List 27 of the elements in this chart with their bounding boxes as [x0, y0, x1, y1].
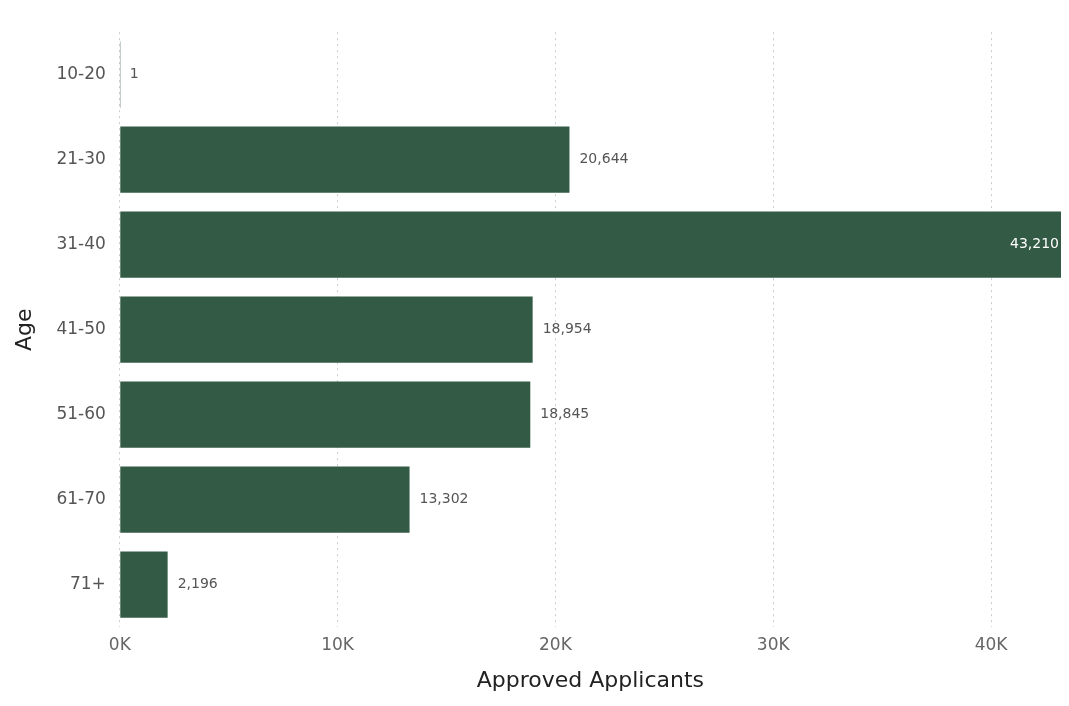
data-label: 43,210	[1010, 235, 1059, 252]
data-label: 18,954	[542, 320, 592, 337]
data-label: 2,196	[177, 575, 218, 592]
y-tick-label: 51-60	[56, 403, 106, 424]
bar	[120, 381, 531, 448]
y-axis-title: Age	[10, 308, 36, 351]
data-label: 20,644	[579, 150, 629, 167]
x-tick-label: 0K	[108, 633, 132, 654]
y-tick-label: 71+	[69, 573, 106, 594]
data-label: 18,845	[540, 405, 590, 422]
x-tick-label: 20K	[539, 633, 573, 654]
x-axis-title: Approved Applicants	[476, 666, 705, 692]
y-tick-label: 41-50	[56, 318, 106, 339]
data-label: 1	[129, 65, 139, 82]
y-tick-label: 21-30	[56, 148, 106, 169]
bar	[120, 551, 168, 618]
bar	[120, 466, 410, 533]
y-tick-label: 10-20	[56, 63, 106, 84]
y-tick-label: 61-70	[56, 488, 106, 509]
bar	[120, 296, 533, 363]
data-label: 13,302	[419, 490, 469, 507]
y-tick-label: 31-40	[56, 233, 106, 254]
bar	[120, 126, 570, 193]
x-tick-label: 30K	[756, 633, 791, 654]
bar	[120, 211, 1061, 278]
x-tick-label: 40K	[974, 633, 1009, 654]
x-tick-label: 10K	[321, 633, 355, 654]
